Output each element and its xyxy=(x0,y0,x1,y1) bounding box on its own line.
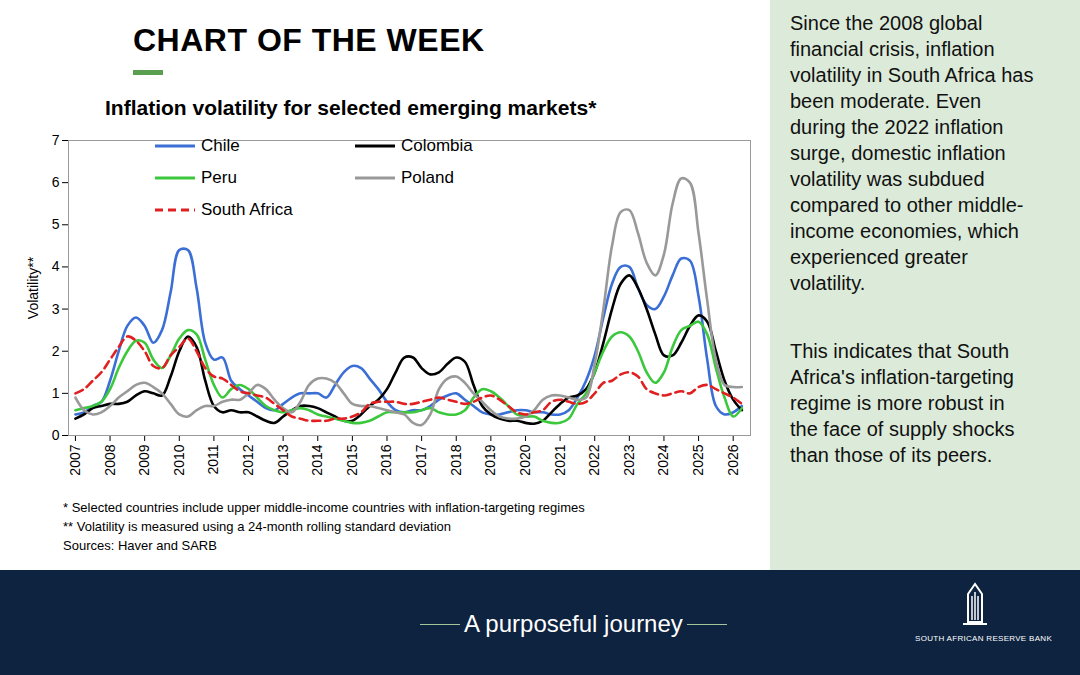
svg-text:2017: 2017 xyxy=(413,444,429,475)
svg-text:2010: 2010 xyxy=(171,444,187,475)
html-text:Inflation volatility for selec: Inflation volatility for selected emergi… xyxy=(105,96,597,119)
svg-text:1: 1 xyxy=(52,385,60,401)
svg-text:2008: 2008 xyxy=(102,444,118,475)
html-text:* Selected countries include u: * Selected countries include upper middl… xyxy=(63,500,585,515)
html-text:CHART OF THE WEEK: CHART OF THE WEEK xyxy=(133,22,485,58)
html-text:Since the 2008 global financia: Since the 2008 global financial crisis, … xyxy=(790,12,1034,294)
svg-text:2021: 2021 xyxy=(552,444,568,475)
svg-text:3: 3 xyxy=(52,301,60,317)
html-text:SOUTH AFRICAN RESERVE BANK: SOUTH AFRICAN RESERVE BANK xyxy=(915,634,1052,643)
svg-text:2015: 2015 xyxy=(344,444,360,475)
html-text:Chile: Chile xyxy=(201,136,240,155)
html-text:A purposeful journey: A purposeful journey xyxy=(464,610,683,637)
svg-text:2024: 2024 xyxy=(655,444,671,475)
html-text:South Africa: South Africa xyxy=(201,200,293,219)
svg-text:2020: 2020 xyxy=(517,444,533,475)
svg-text:2019: 2019 xyxy=(482,444,498,475)
svg-text:2018: 2018 xyxy=(448,444,464,475)
svg-text:Volatility**: Volatility** xyxy=(25,256,41,319)
svg-text:2012: 2012 xyxy=(240,444,256,475)
svg-text:6: 6 xyxy=(52,174,60,190)
svg-text:0: 0 xyxy=(52,427,60,443)
html-text:Sources: Haver and SARB: Sources: Haver and SARB xyxy=(63,538,217,553)
svg-text:2022: 2022 xyxy=(586,444,602,475)
html-text:This indicates that South Afri: This indicates that South Africa's infla… xyxy=(790,340,1015,466)
svg-text:2009: 2009 xyxy=(136,444,152,475)
svg-text:2023: 2023 xyxy=(621,444,637,475)
html-text:Poland: Poland xyxy=(401,168,454,187)
svg-text:2013: 2013 xyxy=(275,444,291,475)
svg-text:2: 2 xyxy=(52,343,60,359)
svg-text:2014: 2014 xyxy=(309,444,325,475)
svg-text:5: 5 xyxy=(52,216,60,232)
svg-text:2025: 2025 xyxy=(690,444,706,475)
html-text:Colombia: Colombia xyxy=(401,136,473,155)
svg-text:2026: 2026 xyxy=(725,444,741,475)
svg-text:7: 7 xyxy=(52,132,60,148)
svg-text:2007: 2007 xyxy=(67,444,83,475)
svg-text:2016: 2016 xyxy=(378,444,394,475)
html-text:Peru: Peru xyxy=(201,168,237,187)
html-text:** Volatility is measured usin: ** Volatility is measured using a 24-mon… xyxy=(63,519,452,534)
svg-text:4: 4 xyxy=(52,258,60,274)
svg-text:2011: 2011 xyxy=(205,444,221,474)
